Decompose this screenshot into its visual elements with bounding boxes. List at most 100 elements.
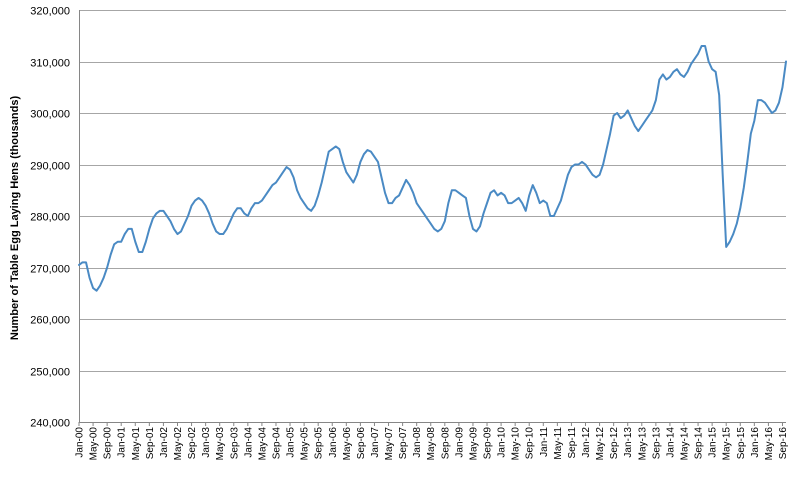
data-point [483,212,485,214]
data-point [490,192,492,194]
data-point [493,189,495,191]
data-point [268,189,270,191]
data-point [92,287,94,289]
data-point [127,228,129,230]
data-point [641,125,643,127]
data-point [131,228,133,230]
data-point [110,254,112,256]
x-tick-label: Jan-06 [328,427,339,458]
data-point [366,149,368,151]
x-tick-label: May-02 [173,427,184,461]
data-point [419,207,421,209]
data-point [704,45,706,47]
data-point [402,187,404,189]
data-point [701,45,703,47]
x-tick-label: Jan-11 [539,427,550,457]
x-tick-label: Sep-15 [736,427,747,460]
data-point [215,230,217,232]
data-point [96,290,98,292]
x-tick-label: Jan-07 [370,427,381,458]
data-point [623,115,625,117]
x-tick-label: May-04 [257,427,268,461]
data-point [134,241,136,243]
data-point [124,233,126,235]
data-point [275,182,277,184]
x-tick-label: Sep-12 [609,427,620,460]
data-point [356,174,358,176]
data-point [236,207,238,209]
data-point [271,184,273,186]
data-point [750,133,752,135]
data-point [556,207,558,209]
data-point [606,148,608,150]
data-point [577,164,579,166]
series-line [78,45,787,292]
data-point [335,145,337,147]
data-point [243,212,245,214]
data-point [205,205,207,207]
data-point [504,194,506,196]
data-point [697,53,699,55]
data-point [440,228,442,230]
x-tick-label: Sep-13 [651,427,662,460]
data-point [247,215,249,217]
data-point [384,192,386,194]
data-point [637,130,639,132]
data-point [303,202,305,204]
x-tick-label: Jan-16 [750,427,761,458]
data-point [764,102,766,104]
data-point [184,223,186,225]
data-point [412,192,414,194]
data-point [581,161,583,163]
data-point [141,251,143,253]
data-point [289,169,291,171]
x-tick-label: May-14 [679,427,690,461]
x-tick-label: Jan-04 [243,427,254,458]
x-tick-label: Jan-01 [117,427,128,458]
series-layer [78,45,787,292]
x-tick-label: Jan-05 [286,427,297,458]
data-point [240,207,242,209]
data-point [198,197,200,199]
data-point [651,109,653,111]
data-point [409,184,411,186]
data-point [250,207,252,209]
data-point [458,192,460,194]
axes [78,10,786,426]
data-point [507,202,509,204]
data-point [585,164,587,166]
data-point [426,218,428,220]
data-point [739,207,741,209]
data-point [395,197,397,199]
data-point [658,79,660,81]
x-tick-label: May-00 [89,427,100,461]
x-tick-label: May-05 [300,427,311,461]
y-tick-label: 320,000 [30,6,70,18]
data-point [159,210,161,212]
x-tick-label: Sep-16 [778,427,789,460]
x-tick-label: Jan-15 [708,427,719,458]
data-point [669,76,671,78]
x-tick-labels: Jan-00 May-00 Sep-00 Jan-01 May-01 Sep-01 Jan-… [75,427,789,461]
x-tick-label: Sep-06 [356,427,367,460]
data-point [377,161,379,163]
data-point [254,202,256,204]
x-tick-label: May-08 [426,427,437,461]
data-point [767,107,769,109]
data-point [176,233,178,235]
data-point [106,267,108,269]
data-point [760,99,762,101]
x-tick-label: Sep-07 [398,427,409,460]
data-point [722,174,724,176]
data-point [472,228,474,230]
data-point [546,202,548,204]
data-point [468,215,470,217]
data-point [310,210,312,212]
data-point [180,230,182,232]
data-point [314,205,316,207]
y-tick-label: 300,000 [30,109,70,121]
data-point [648,115,650,117]
data-point [152,218,154,220]
y-tick-label: 250,000 [30,367,70,379]
